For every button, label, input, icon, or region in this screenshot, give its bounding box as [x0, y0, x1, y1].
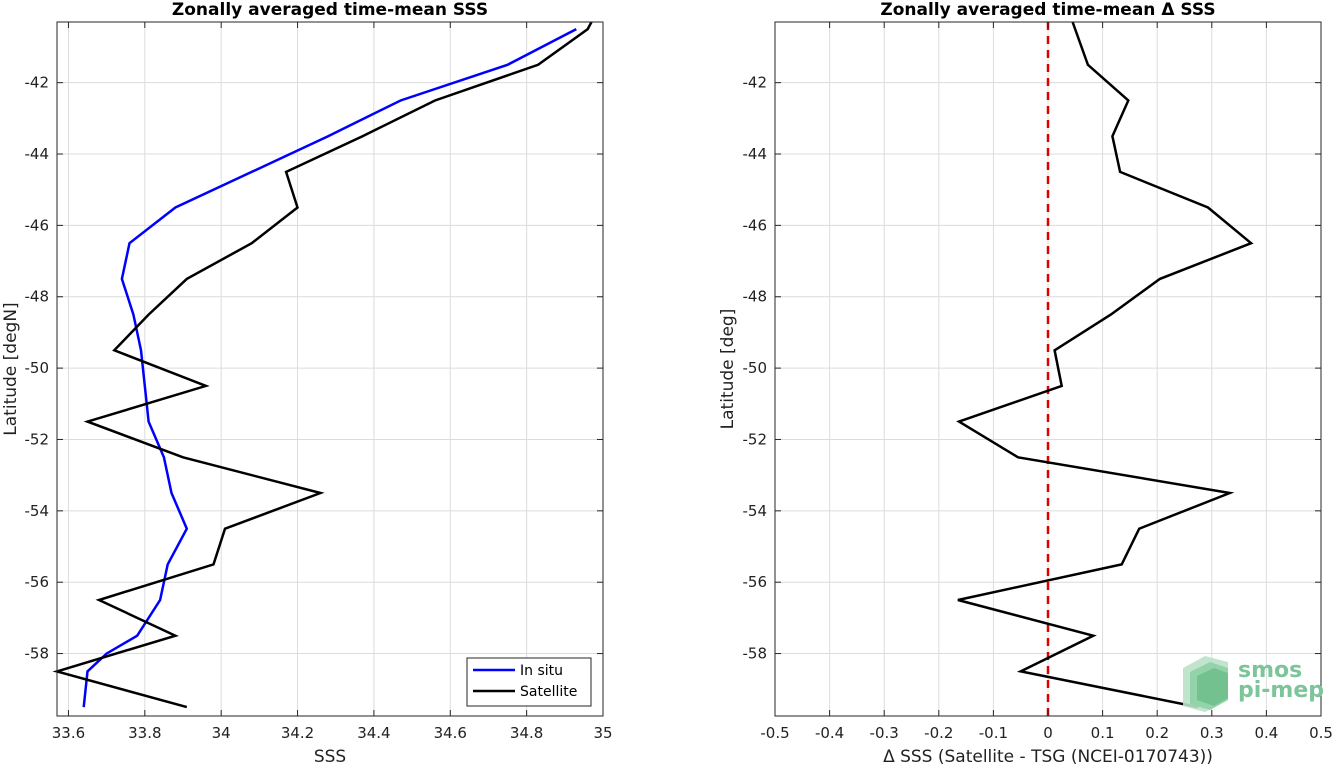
right-ytick-label: -52 — [743, 430, 768, 448]
legend-label-in-situ: In situ — [520, 663, 563, 679]
left-ytick-label: -50 — [25, 359, 50, 377]
right-xtick-label: 0.3 — [1200, 724, 1224, 742]
left-xtick-label: 34.6 — [434, 724, 467, 742]
right-ytick-label: -42 — [743, 74, 768, 92]
right-chart-title: Zonally averaged time-mean Δ SSS — [880, 0, 1215, 20]
left-ytick-label: -42 — [25, 74, 50, 92]
right-ytick-label: -48 — [743, 288, 768, 306]
right-ytick-label: -44 — [743, 145, 768, 163]
left-series-line-in-situ — [82, 27, 577, 708]
legend-label-satellite: Satellite — [520, 684, 577, 700]
left-xtick-label: 33.8 — [128, 724, 161, 742]
right-xtick-label: -0.2 — [924, 724, 953, 742]
right-series-group — [956, 21, 1254, 709]
right-xtick-label: 0.1 — [1091, 724, 1115, 742]
legend-box — [466, 657, 592, 707]
right-y-axis-label: Latitude [deg] — [718, 309, 738, 430]
right-xtick-label: -0.3 — [870, 724, 899, 742]
right-chart: -0.5 -0.4 -0.3 -0.2 -0.1 0 0.1 0.2 0.3 0.4 0.5 -42 -… — [718, 0, 1333, 765]
left-chart: 33.6 33.8 34 34.2 34.4 34.6 34.8 35 -42 -44 -46 -48… — [1, 0, 613, 765]
right-xtick-label: -0.4 — [815, 724, 844, 742]
left-plot-area — [57, 22, 603, 716]
left-ticks: 33.6 33.8 34 34.2 34.4 34.6 34.8 35 -42 -44 -46 -48… — [25, 22, 613, 742]
left-xtick-label: 34.4 — [357, 724, 390, 742]
right-xtick-label: 0.4 — [1254, 724, 1278, 742]
left-series-line-satellite — [52, 21, 593, 709]
left-grid — [57, 22, 604, 716]
right-xtick-label: 0 — [1043, 724, 1053, 742]
right-ytick-label: -54 — [743, 502, 768, 520]
left-plot-frame — [56, 21, 604, 717]
left-chart-title: Zonally averaged time-mean SSS — [172, 0, 488, 20]
left-xtick-label: 33.6 — [52, 724, 85, 742]
right-ytick-label: -56 — [743, 573, 768, 591]
logo-mark-icon — [1183, 656, 1228, 712]
right-xtick-label: 0.2 — [1145, 724, 1169, 742]
left-xtick-label: 34 — [212, 724, 231, 742]
left-ytick-label: -56 — [25, 573, 50, 591]
right-ytick-label: -46 — [743, 216, 768, 234]
right-ytick-label: -50 — [743, 359, 768, 377]
right-xtick-label: -0.1 — [979, 724, 1008, 742]
right-ytick-label: -58 — [743, 645, 768, 663]
legend: In situ Satellite — [466, 657, 592, 707]
left-series-group — [52, 21, 593, 709]
right-ticks: -0.5 -0.4 -0.3 -0.2 -0.1 0 0.1 0.2 0.3 0.4 0.5 -42 -… — [743, 22, 1333, 742]
left-x-axis-label: SSS — [314, 747, 346, 765]
logo-text-pi-mep: pi-mep — [1238, 678, 1324, 703]
left-xtick-label: 34.2 — [281, 724, 314, 742]
right-series-line-series-0 — [956, 21, 1254, 709]
smos-pi-mep-logo: smos pi-mep — [1183, 656, 1324, 712]
left-ytick-label: -46 — [25, 216, 50, 234]
right-xtick-label: -0.5 — [760, 724, 789, 742]
left-ytick-label: -44 — [25, 145, 50, 163]
left-y-axis-label: Latitude [degN] — [1, 302, 21, 435]
right-xtick-label: 0.5 — [1309, 724, 1333, 742]
left-ytick-label: -54 — [25, 502, 50, 520]
right-x-axis-label: Δ SSS (Satellite - TSG (NCEI-0170743)) — [883, 747, 1213, 765]
logo-text-smos: smos — [1238, 658, 1302, 683]
left-ytick-label: -48 — [25, 288, 50, 306]
left-xtick-label: 35 — [593, 724, 612, 742]
left-ytick-label: -58 — [25, 645, 50, 663]
left-xtick-label: 34.8 — [510, 724, 543, 742]
left-ytick-label: -52 — [25, 430, 50, 448]
